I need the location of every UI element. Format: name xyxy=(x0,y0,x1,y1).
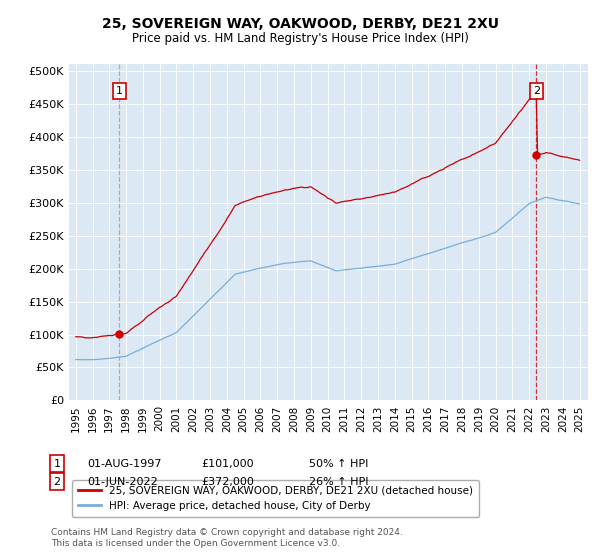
Text: 01-JUN-2022: 01-JUN-2022 xyxy=(87,477,158,487)
Text: 50% ↑ HPI: 50% ↑ HPI xyxy=(309,459,368,469)
Text: 1: 1 xyxy=(116,86,123,96)
Text: 1: 1 xyxy=(53,459,61,469)
Text: 25, SOVEREIGN WAY, OAKWOOD, DERBY, DE21 2XU: 25, SOVEREIGN WAY, OAKWOOD, DERBY, DE21 … xyxy=(101,16,499,30)
Text: 2: 2 xyxy=(533,86,540,96)
Text: 26% ↑ HPI: 26% ↑ HPI xyxy=(309,477,368,487)
Text: £372,000: £372,000 xyxy=(201,477,254,487)
Text: £101,000: £101,000 xyxy=(201,459,254,469)
Legend: 25, SOVEREIGN WAY, OAKWOOD, DERBY, DE21 2XU (detached house), HPI: Average price: 25, SOVEREIGN WAY, OAKWOOD, DERBY, DE21 … xyxy=(71,479,479,517)
Text: 01-AUG-1997: 01-AUG-1997 xyxy=(87,459,161,469)
Text: 2: 2 xyxy=(53,477,61,487)
Text: Contains HM Land Registry data © Crown copyright and database right 2024.
This d: Contains HM Land Registry data © Crown c… xyxy=(51,528,403,548)
Text: Price paid vs. HM Land Registry's House Price Index (HPI): Price paid vs. HM Land Registry's House … xyxy=(131,31,469,45)
